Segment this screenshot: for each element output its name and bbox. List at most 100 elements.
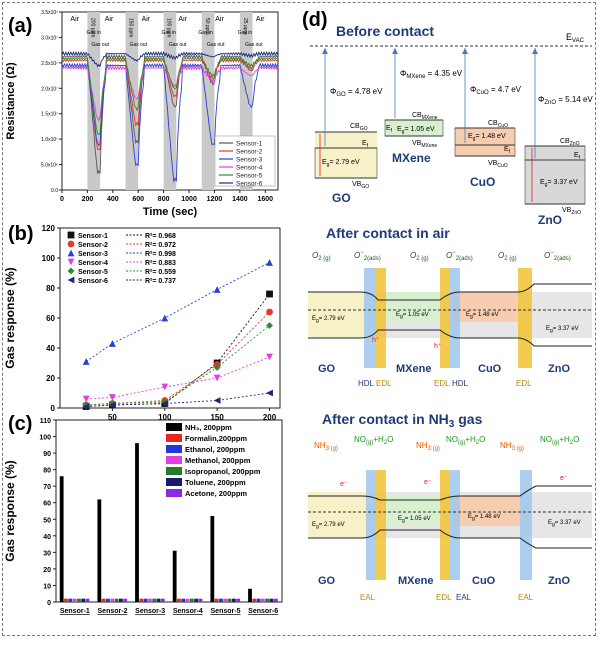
- x-tick-label: 1600: [258, 196, 274, 203]
- bar-sensor-1: [68, 598, 73, 602]
- bar-sensor-5: [236, 598, 241, 602]
- fit-line-sensor-3: [85, 262, 270, 362]
- x-tick-label: 200: [82, 196, 94, 203]
- bar-sensor-4: [181, 598, 186, 602]
- y-tick-label: 80: [46, 284, 55, 293]
- gas-band-label: 50 ppm: [204, 18, 210, 35]
- nh3-go-region: [308, 492, 370, 538]
- air-hplus-2: h⁺: [434, 343, 442, 350]
- y-tick-label: 2.0x10⁷: [41, 86, 58, 92]
- before-contact-title: Before contact: [336, 23, 434, 39]
- eal-label-1: EAL: [360, 593, 376, 602]
- zno-ef-label: Ef: [574, 152, 581, 161]
- mxene-cb-label: CBMXene: [412, 112, 438, 121]
- bar-sensor-5: [231, 598, 236, 602]
- category-label: Sensor-3: [135, 608, 165, 615]
- nh3-eg-zno: Eg= 3.37 eV: [548, 520, 581, 528]
- zno-eg-label: Eg= 3.37 eV: [540, 179, 578, 188]
- bar-sensor-1: [59, 476, 64, 602]
- air-eg-mx: Eg= 1.05 eV: [396, 312, 429, 320]
- y-tick-label: 110: [40, 418, 51, 425]
- gas-in-label: Gas in: [87, 30, 102, 36]
- bar-sensor-2: [118, 598, 123, 602]
- data-point: [108, 394, 116, 401]
- air-go-region: [308, 292, 368, 338]
- y-tick-label: 20: [46, 374, 55, 383]
- data-point: [82, 358, 90, 365]
- bar-sensor-3: [160, 598, 165, 602]
- data-point: [67, 240, 75, 248]
- bar-sensor-2: [110, 598, 115, 602]
- bar-sensor-5: [210, 515, 215, 602]
- hdl-label-2: HDL: [452, 379, 469, 388]
- no-label-2: NO(g)+H2O: [446, 435, 485, 446]
- mxene-name-3: MXene: [398, 575, 433, 587]
- bar-sensor-5: [223, 598, 228, 602]
- y-tick-label: 20: [43, 567, 51, 574]
- data-point: [266, 290, 273, 298]
- phi-cuo-label: ΦCuO = 4.7 eV: [470, 85, 522, 96]
- zno-name-3: ZnO: [548, 575, 570, 587]
- go-name-1: GO: [332, 191, 351, 205]
- edl-label-1: EDL: [376, 379, 392, 388]
- x-tick-label: 150: [210, 413, 224, 422]
- bar-sensor-4: [189, 598, 194, 602]
- gas-in-label: Gas in: [198, 30, 213, 36]
- resistance-chart: 200 ppm 150 ppm 100 ppm 50 ppm 25 ppm Air Air…: [5, 10, 279, 218]
- chart-c-ylabel: Gas response (%): [3, 460, 17, 561]
- bar-sensor-1: [81, 598, 86, 602]
- data-point: [161, 383, 169, 391]
- bar-sensor-2: [101, 598, 106, 602]
- go-name-2: GO: [318, 363, 336, 375]
- go-band-block: [314, 147, 378, 179]
- air-label: Air: [70, 16, 79, 23]
- bar-sensor-4: [177, 598, 181, 602]
- bar-sensor-3: [148, 598, 152, 602]
- x-tick-label: 1400: [232, 196, 248, 203]
- y-tick-label: 90: [43, 451, 51, 458]
- legend-label: Sensor-4: [236, 165, 263, 172]
- mxene-arrow-head-icon: [392, 48, 398, 54]
- bar-sensor-6: [252, 598, 257, 602]
- legend-label: Sensor-4: [78, 260, 108, 267]
- x-tick-label: 100: [158, 413, 172, 422]
- gas-out-label: Gas out: [245, 42, 263, 48]
- bar-sensor-1: [85, 598, 90, 602]
- x-tick-label: 1200: [207, 196, 223, 203]
- chart-a-legend-box: [214, 135, 276, 187]
- y-tick-label: 60: [43, 501, 51, 508]
- nh3-label-2: NH3 (g): [416, 441, 440, 452]
- eal-label-2: EAL: [456, 593, 472, 602]
- data-point: [161, 314, 169, 322]
- legend-swatch: [166, 445, 182, 453]
- phi-mxene-label: ΦMXene = 4.35 eV: [400, 69, 463, 80]
- legend-r2: R²= 0.737: [145, 278, 176, 285]
- data-point: [82, 395, 90, 403]
- edl-label-3: EDL: [516, 379, 532, 388]
- legend-r2: R²= 0.883: [145, 260, 176, 267]
- edl-label-4: EDL: [436, 593, 452, 602]
- zno-name-2: ZnO: [548, 363, 570, 375]
- bar-sensor-6: [273, 598, 278, 602]
- legend-label: Formalin,200ppm: [185, 434, 247, 443]
- air-label: Air: [142, 16, 151, 23]
- nh3-eg-go: Eg= 2.79 eV: [312, 522, 345, 530]
- mxene-name-1: MXene: [392, 151, 431, 165]
- legend-label: Sensor-3: [236, 157, 263, 164]
- chart-a-xlabel: Time (sec): [143, 206, 198, 218]
- chart-c-frame: [55, 419, 283, 603]
- cuo-cb-label: CBCuO: [488, 120, 508, 129]
- legend-r2: R²= 0.998: [145, 251, 176, 258]
- legend-r2: R²= 0.972: [145, 242, 176, 249]
- nh3-cb-curve: [308, 485, 592, 501]
- cuo-name-3: CuO: [472, 575, 496, 587]
- y-tick-label: 40: [43, 534, 51, 541]
- zno-name-1: ZnO: [538, 213, 562, 227]
- mxene-vb-label: VBMXene: [412, 140, 437, 149]
- air-eg-go: Eg= 2.79 eV: [312, 316, 345, 324]
- cuo-eg-label: Eg= 1.48 eV: [468, 133, 506, 142]
- bar-sensor-1: [64, 598, 68, 602]
- series-line-sensor-3: [61, 62, 279, 184]
- gas-band-label: 100 ppm: [166, 18, 172, 37]
- gas-out-label: Gas out: [169, 42, 187, 48]
